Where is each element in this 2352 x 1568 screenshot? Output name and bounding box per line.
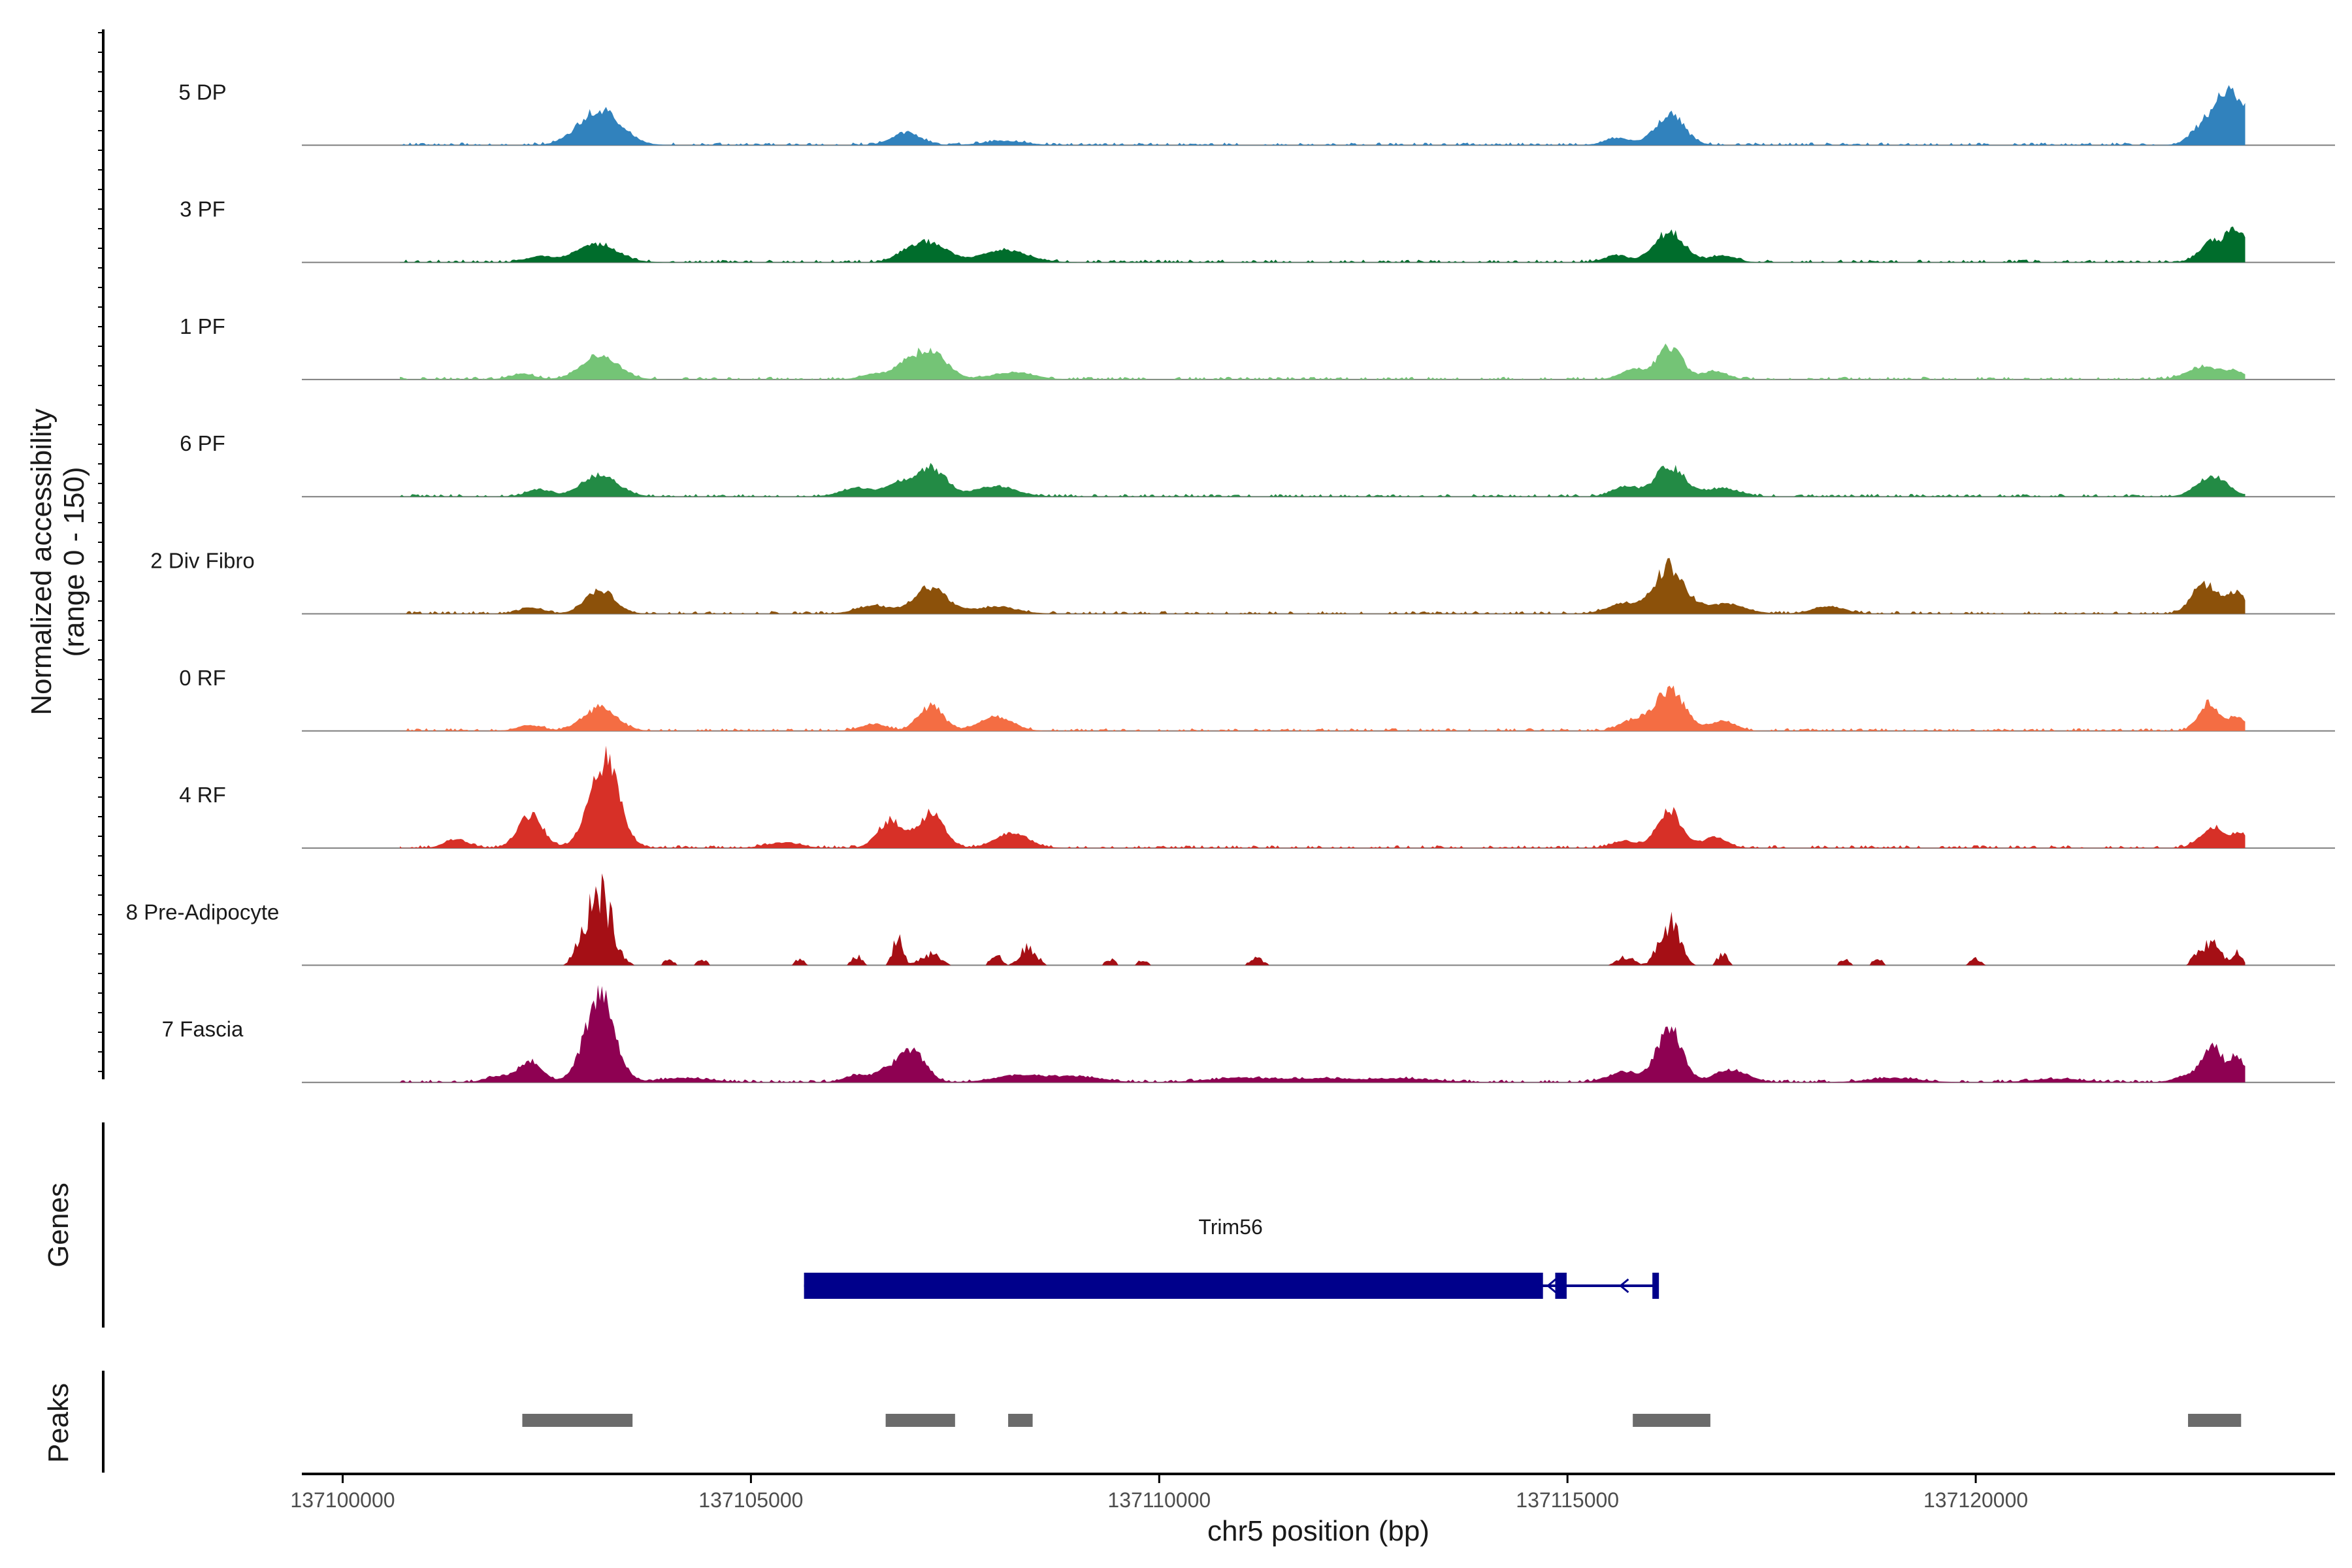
x-tick-label: 137110000 xyxy=(1107,1488,1211,1512)
genes-track-label: Genes xyxy=(42,1183,74,1267)
gene-exon xyxy=(1555,1273,1567,1299)
gene-exon xyxy=(804,1273,1543,1299)
gene-label: Trim56 xyxy=(1198,1215,1262,1239)
coverage-area xyxy=(400,85,2246,146)
coverage-area xyxy=(400,745,2246,849)
coverage-area xyxy=(400,558,2246,614)
x-axis-ticks: 137100000 137105000 137110000 137115000 1371… xyxy=(290,1474,2028,1512)
gene-exon xyxy=(1652,1273,1659,1299)
track-label: 3 PF xyxy=(180,197,225,221)
track-label: 2 Div Fibro xyxy=(150,549,255,573)
track-5-dp: 5 DP xyxy=(178,80,2335,146)
track-label: 6 PF xyxy=(180,431,225,455)
track-1-pf: 1 PF xyxy=(180,314,2335,380)
peaks-track-label: Peaks xyxy=(42,1383,74,1463)
peak-region xyxy=(522,1414,633,1427)
coverage-area xyxy=(400,873,2246,966)
coverage-area xyxy=(400,985,2246,1083)
peak-region xyxy=(1008,1414,1033,1427)
track-4-rf: 4 RF xyxy=(179,745,2335,849)
track-0-rf: 0 RF xyxy=(179,666,2335,732)
coverage-y-ticks xyxy=(98,32,103,1072)
peak-regions xyxy=(522,1414,2242,1427)
track-label: 8 Pre-Adipocyte xyxy=(126,900,280,924)
track-3-pf: 3 PF xyxy=(180,197,2335,263)
track-8-pre-adipocyte: 8 Pre-Adipocyte xyxy=(126,873,2335,966)
coverage-area xyxy=(400,226,2246,263)
track-6-pf: 6 PF xyxy=(180,431,2335,498)
y-axis-title-line2: (range 0 - 150) xyxy=(58,466,90,657)
coverage-area xyxy=(400,685,2246,731)
x-tick-label: 137100000 xyxy=(290,1488,395,1512)
peak-region xyxy=(885,1414,955,1427)
coverage-tracks: 5 DP 3 PF 1 PF 6 PF 2 Div Fibro 0 RF 4 RF 8 Pre… xyxy=(126,80,2335,1083)
track-label: 4 RF xyxy=(179,783,226,807)
coverage-area xyxy=(400,343,2246,380)
strand-arrow xyxy=(1546,1278,1557,1294)
track-label: 7 Fascia xyxy=(162,1017,244,1041)
x-tick-label: 137120000 xyxy=(1923,1488,2028,1512)
track-label: 5 DP xyxy=(178,80,226,104)
track-label: 0 RF xyxy=(179,666,226,690)
track-label: 1 PF xyxy=(180,314,225,338)
x-tick-label: 137105000 xyxy=(698,1488,803,1512)
x-tick-label: 137115000 xyxy=(1516,1488,1619,1512)
y-axis-title-line1: Normalized accessibility xyxy=(25,408,57,715)
coverage-area xyxy=(400,463,2246,497)
strand-arrow xyxy=(1619,1278,1629,1294)
track-2-div-fibro: 2 Div Fibro xyxy=(150,549,2335,615)
track-7-fascia: 7 Fascia xyxy=(162,985,2335,1083)
peak-region xyxy=(1633,1414,1710,1427)
peak-region xyxy=(2188,1414,2242,1427)
x-axis-title: chr5 position (bp) xyxy=(1207,1515,1429,1547)
gene-trim56: Trim56 xyxy=(804,1215,1659,1299)
